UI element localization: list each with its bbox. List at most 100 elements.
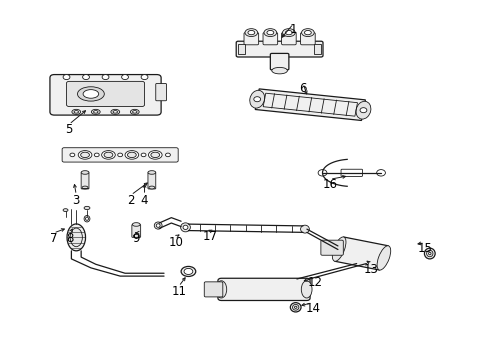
Circle shape: [141, 75, 148, 80]
Ellipse shape: [282, 29, 295, 37]
FancyBboxPatch shape: [81, 172, 89, 189]
Ellipse shape: [427, 252, 430, 255]
Circle shape: [82, 75, 89, 80]
FancyBboxPatch shape: [281, 33, 296, 45]
FancyBboxPatch shape: [62, 148, 178, 162]
Ellipse shape: [183, 225, 187, 229]
FancyBboxPatch shape: [320, 240, 343, 255]
Ellipse shape: [424, 248, 434, 259]
Ellipse shape: [244, 29, 257, 37]
Text: 4: 4: [141, 194, 148, 207]
Text: 3: 3: [72, 194, 80, 207]
Text: 6: 6: [299, 82, 306, 95]
Ellipse shape: [151, 152, 159, 158]
Ellipse shape: [271, 67, 287, 74]
Bar: [238, 44, 244, 54]
Text: 9: 9: [132, 231, 140, 244]
FancyBboxPatch shape: [156, 84, 166, 101]
Ellipse shape: [332, 237, 345, 261]
Ellipse shape: [180, 223, 190, 232]
Circle shape: [118, 153, 122, 157]
Circle shape: [165, 153, 170, 157]
Ellipse shape: [70, 228, 82, 247]
Ellipse shape: [285, 31, 292, 35]
Ellipse shape: [102, 150, 115, 159]
Text: 13: 13: [363, 263, 378, 276]
Circle shape: [376, 170, 385, 176]
Ellipse shape: [247, 31, 254, 35]
Ellipse shape: [216, 281, 226, 298]
Circle shape: [141, 153, 146, 157]
Circle shape: [359, 108, 366, 113]
Ellipse shape: [83, 90, 99, 98]
Text: 10: 10: [168, 235, 183, 248]
Polygon shape: [255, 89, 365, 121]
Text: 17: 17: [203, 230, 218, 243]
Ellipse shape: [130, 109, 139, 114]
Ellipse shape: [181, 266, 195, 276]
Ellipse shape: [78, 150, 92, 159]
Text: 11: 11: [171, 285, 186, 298]
Ellipse shape: [183, 269, 192, 274]
FancyBboxPatch shape: [263, 33, 277, 45]
FancyBboxPatch shape: [50, 75, 161, 115]
Circle shape: [94, 153, 99, 157]
FancyBboxPatch shape: [204, 282, 223, 297]
FancyBboxPatch shape: [132, 225, 141, 237]
Text: 2: 2: [127, 194, 134, 207]
Bar: [314, 44, 321, 54]
Circle shape: [253, 97, 260, 102]
Ellipse shape: [304, 31, 311, 35]
Ellipse shape: [127, 152, 136, 158]
Text: 8: 8: [66, 231, 74, 244]
Ellipse shape: [81, 152, 89, 158]
Ellipse shape: [156, 224, 160, 227]
Ellipse shape: [93, 111, 98, 113]
FancyBboxPatch shape: [66, 81, 144, 107]
FancyBboxPatch shape: [244, 33, 258, 45]
Circle shape: [122, 75, 128, 80]
Ellipse shape: [376, 246, 390, 270]
FancyBboxPatch shape: [340, 169, 362, 176]
Ellipse shape: [355, 101, 370, 119]
Ellipse shape: [292, 305, 298, 310]
Ellipse shape: [290, 303, 301, 312]
Ellipse shape: [81, 171, 89, 174]
Ellipse shape: [148, 150, 162, 159]
Circle shape: [318, 170, 326, 176]
Ellipse shape: [300, 225, 309, 233]
FancyBboxPatch shape: [148, 172, 156, 189]
Ellipse shape: [132, 111, 137, 113]
Ellipse shape: [266, 31, 273, 35]
Polygon shape: [334, 237, 387, 270]
Text: 7: 7: [49, 232, 57, 245]
Ellipse shape: [301, 29, 314, 37]
Text: 5: 5: [65, 123, 73, 136]
Ellipse shape: [264, 29, 276, 37]
Ellipse shape: [72, 109, 81, 114]
Circle shape: [102, 75, 109, 80]
Ellipse shape: [91, 109, 100, 114]
Ellipse shape: [113, 111, 117, 113]
Circle shape: [70, 153, 75, 157]
Ellipse shape: [426, 250, 432, 257]
Ellipse shape: [111, 109, 120, 114]
Ellipse shape: [104, 152, 113, 158]
Ellipse shape: [249, 90, 264, 108]
FancyBboxPatch shape: [270, 53, 288, 70]
Circle shape: [63, 75, 70, 80]
Ellipse shape: [77, 87, 104, 101]
Ellipse shape: [148, 171, 156, 174]
FancyBboxPatch shape: [218, 278, 309, 301]
Ellipse shape: [63, 209, 68, 212]
FancyBboxPatch shape: [300, 33, 315, 45]
Ellipse shape: [132, 223, 140, 226]
Ellipse shape: [67, 224, 85, 251]
Ellipse shape: [85, 217, 88, 220]
Ellipse shape: [149, 186, 155, 189]
Text: 14: 14: [305, 302, 320, 315]
Ellipse shape: [82, 186, 88, 189]
Ellipse shape: [84, 216, 90, 222]
FancyBboxPatch shape: [236, 41, 323, 57]
Ellipse shape: [133, 234, 139, 237]
